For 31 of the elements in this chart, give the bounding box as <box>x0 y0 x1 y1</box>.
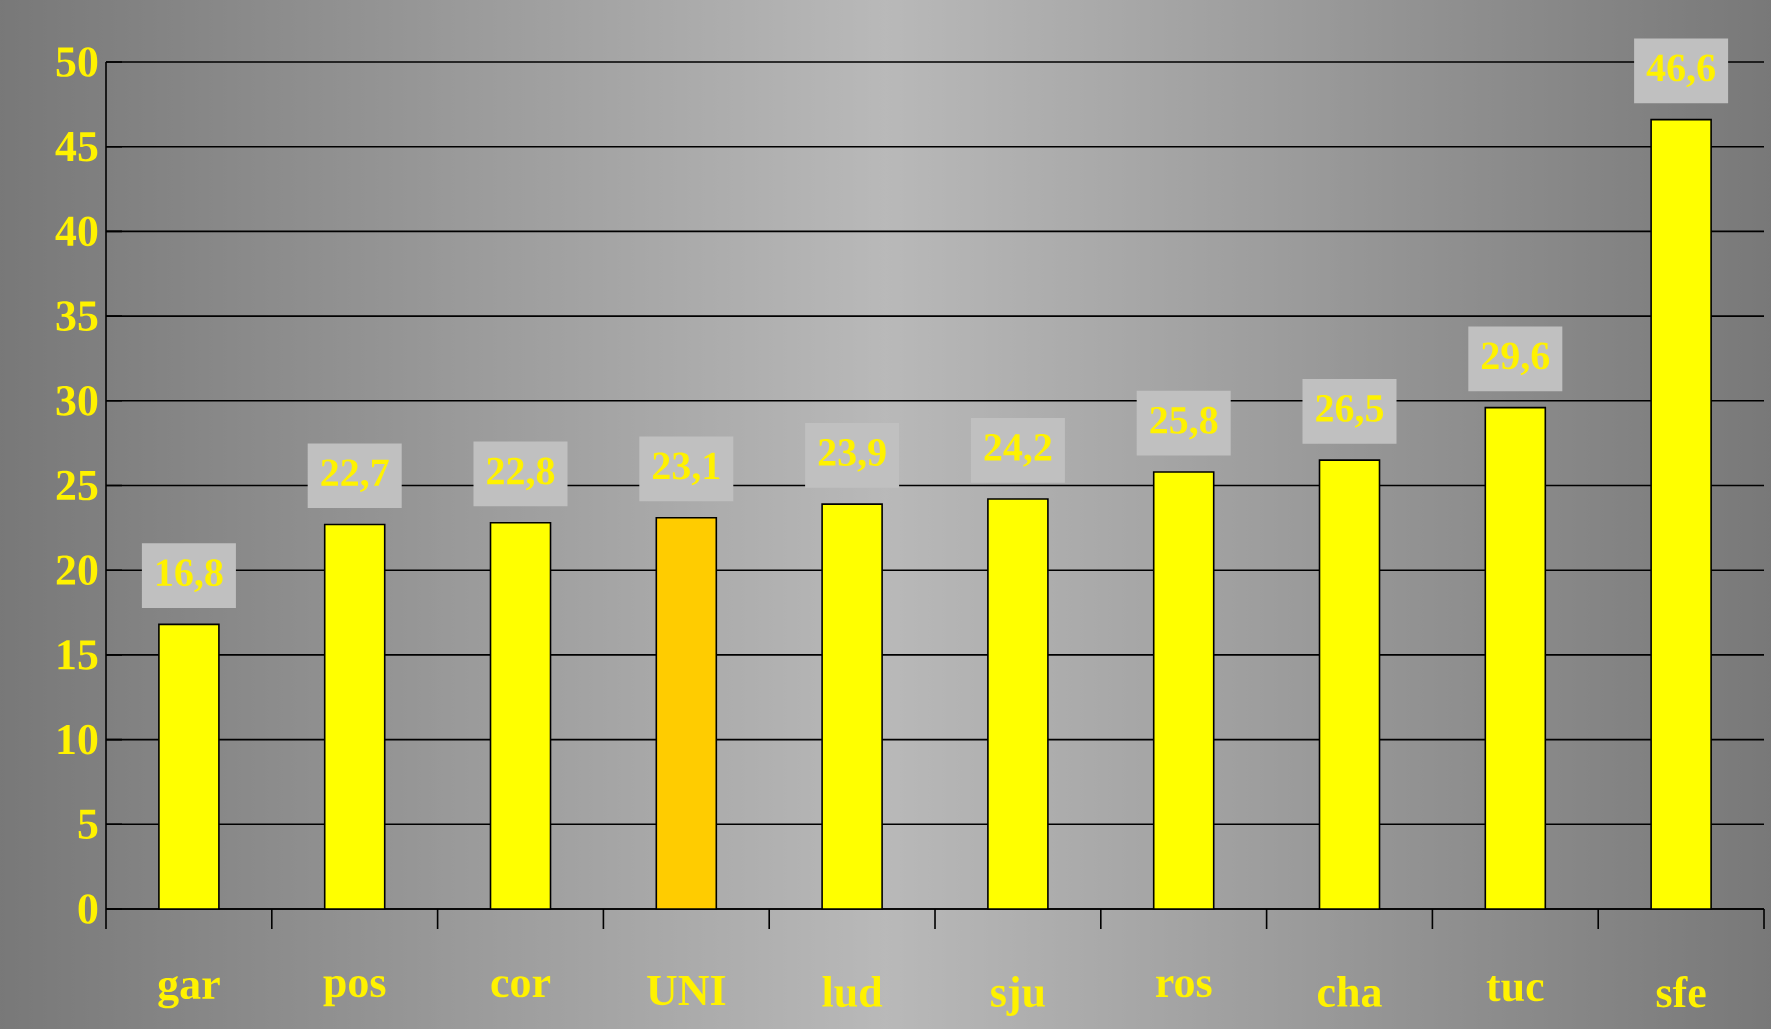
y-tick-label: 0 <box>78 894 98 924</box>
data-label: 29,6 <box>1482 342 1550 376</box>
y-tick-label: 35 <box>56 301 98 331</box>
y-tick-label: 10 <box>58 724 98 755</box>
y-tick-label: 20 <box>56 555 98 586</box>
x-tick-label: UNI <box>647 976 726 1006</box>
y-tick-label: 40 <box>55 216 98 247</box>
x-tick-label: tuc <box>1486 976 1544 1002</box>
data-label: 23,1 <box>653 452 720 486</box>
data-label: 25,8 <box>1150 406 1218 440</box>
x-tick-label: pos <box>323 976 386 1007</box>
y-tick-label: 50 <box>56 47 98 77</box>
x-tick-label: cha <box>1318 976 1382 1008</box>
data-label: 24,2 <box>984 433 1052 467</box>
x-tick-label: ros <box>1155 976 1212 998</box>
data-label: 46,6 <box>1646 54 1715 88</box>
x-tick-label: cor <box>491 976 551 998</box>
data-label: 23,9 <box>818 439 886 472</box>
y-tick-label: 25 <box>56 470 98 501</box>
x-tick-label: sju <box>991 976 1045 1016</box>
x-tick-label: sfe <box>1656 976 1706 1008</box>
y-tick-label: 30 <box>56 385 98 416</box>
x-tick-label: lud <box>822 976 883 1008</box>
y-tick-label: 15 <box>58 640 98 670</box>
data-label: 22,7 <box>321 459 389 493</box>
x-tick-label: gar <box>158 976 220 1009</box>
data-label: 16,8 <box>157 559 223 592</box>
data-label: 26,5 <box>1316 395 1384 428</box>
data-label: 22,8 <box>487 457 555 491</box>
y-tick-label: 45 <box>55 132 98 162</box>
y-tick-label: 5 <box>78 809 98 839</box>
